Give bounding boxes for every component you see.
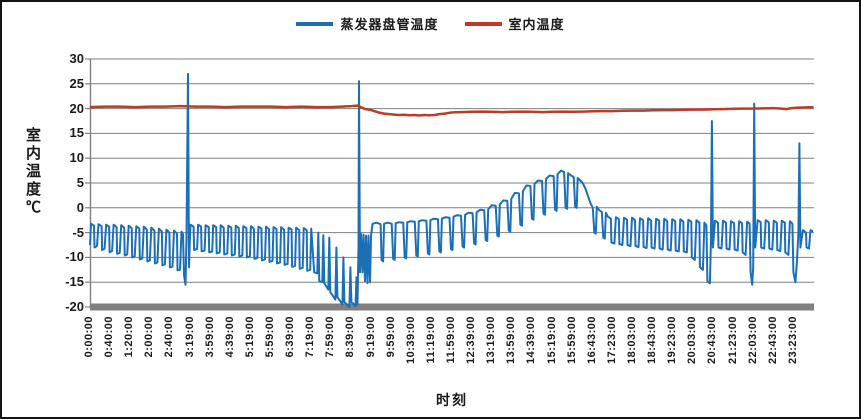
legend-line-swatch-indoor [464,21,502,26]
x-tick-label: 2:00:00 [143,316,156,358]
legend-item-evaporator: 蒸发器盘管温度 [296,14,438,33]
y-tick-label: 25 [69,75,84,91]
y-tick-label: -15 [65,274,84,290]
x-tick-label: 15:59:00 [565,316,578,365]
x-tick-label: 3:19:00 [183,316,196,358]
x-tick-label: 6:39:00 [284,316,297,358]
x-tick-label: 20:03:00 [686,316,699,365]
x-tick-label: 7:19:00 [304,316,317,358]
chart-legend: 蒸发器盘管温度 室内温度 [2,14,859,33]
series-indoor-temp-line [89,104,814,117]
x-tick-label: 15:19:00 [545,316,558,365]
x-tick-label: 7:59:00 [324,316,337,358]
x-tick-label: 3:59:00 [203,316,216,358]
y-tick-label: 10 [69,150,84,166]
x-tick-label: 20:43:00 [706,316,719,365]
x-tick-label: 11:59:00 [445,316,457,364]
x-tick-label: 8:39:00 [344,316,357,358]
x-tick-label: 17:23:00 [605,316,618,365]
x-tick-label: 18:03:00 [626,316,638,365]
x-tick-label: 0:00:00 [83,316,95,358]
x-tick-label: 19:23:00 [666,316,679,365]
x-tick-label: 13:59:00 [505,316,518,365]
legend-label-evaporator: 蒸发器盘管温度 [340,17,439,32]
x-tick-label: 13:19:00 [485,316,498,365]
x-tick-label: 18:43:00 [646,316,659,365]
x-tick-label: 9:19:00 [364,316,377,358]
x-tick-label: 23:23:00 [786,316,799,365]
y-tick-label: -5 [72,224,84,240]
legend-label-indoor: 室内温度 [508,17,565,32]
x-tick-label: 4:39:00 [223,316,236,358]
x-tick-label: 2:40:00 [163,316,176,358]
y-tick-label: 30 [69,51,84,66]
y-tick-label: 15 [69,125,84,141]
series-evaporator-coil-line [89,72,814,308]
x-tick-label: 21:23:00 [726,316,739,365]
x-axis-title: 时刻 [436,392,468,408]
x-tick-label: 0:40:00 [103,316,116,358]
legend-item-indoor: 室内温度 [464,14,565,33]
x-tick-label: 1:20:00 [123,316,136,358]
x-tick-label: 14:39:00 [525,316,538,365]
x-tick-label: 11:19:00 [424,316,437,364]
x-axis-bar [90,303,814,311]
x-tick-label: 9:59:00 [384,316,397,358]
y-tick-label: -20 [65,299,84,314]
x-tick-label: 22:43:00 [766,316,779,365]
plot-area [85,58,814,311]
x-tick-label: 16:43:00 [585,316,598,365]
legend-line-swatch-evaporator [296,21,334,26]
y-tick-label: 0 [76,199,84,215]
y-tick-label: -10 [65,249,84,265]
x-tick-label: 10:39:00 [404,316,417,365]
x-tick-label: 12:39:00 [465,316,478,365]
y-axis-title: 室内温度℃ [24,127,41,217]
y-tick-label: 5 [76,175,84,190]
x-tick-label: 22:03:00 [746,316,759,365]
x-tick-label: 5:19:00 [243,316,256,358]
x-tick-label: 5:59:00 [264,316,276,358]
y-tick-label: 20 [69,100,84,116]
